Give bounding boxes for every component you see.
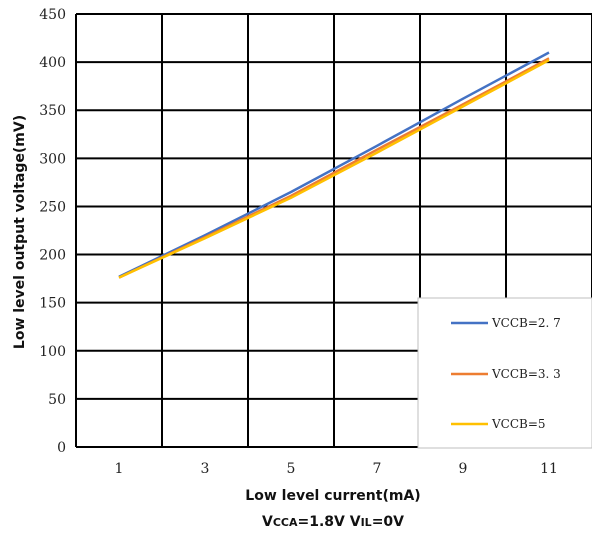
x-tick-label-5: 11: [540, 461, 558, 477]
legend-label-vccb-5: VCCB=5: [491, 417, 546, 431]
y-tick-label-6: 300: [39, 151, 66, 167]
y-tick-label-9: 450: [39, 7, 66, 23]
y-tick-label-7: 350: [39, 103, 66, 119]
chart-caption: VCCA=1.8V VIL=0V: [262, 514, 404, 530]
x-tick-label-3: 7: [373, 461, 382, 477]
caption-v1: V: [262, 514, 273, 530]
caption-sub2: IL: [361, 516, 372, 529]
x-tick-label-1: 3: [201, 461, 210, 477]
series-line-2: [118, 59, 550, 279]
y-tick-label-0: 0: [57, 440, 66, 456]
caption-sub1: CCA: [273, 516, 298, 529]
x-tick-label-4: 9: [459, 461, 468, 477]
x-tick-label-2: 5: [287, 461, 296, 477]
y-tick-label-1: 50: [48, 392, 66, 408]
x-tick-label-0: 1: [115, 461, 124, 477]
x-axis-title: Low level current(mA): [245, 488, 420, 504]
series-lines: [118, 51, 550, 279]
legend-label-vccb-2-7: VCCB=2. 7: [491, 316, 561, 330]
y-axis-ticks: 0 50 100 150 200 250 300 350 400 450: [39, 7, 66, 456]
y-tick-label-2: 100: [39, 344, 66, 360]
y-tick-label-3: 150: [39, 296, 66, 312]
y-tick-label-4: 200: [39, 248, 66, 264]
x-axis-ticks: 1 3 5 7 9 11: [115, 461, 558, 477]
y-axis-title: Low level output voltage(mV): [12, 115, 28, 349]
legend-label-vccb-3-3: VCCB=3. 3: [491, 367, 561, 381]
legend-box: [417, 297, 592, 449]
legend: VCCB=2. 7 VCCB=3. 3 VCCB=5: [417, 297, 592, 449]
series-line-0: [118, 51, 550, 278]
y-tick-label-8: 400: [39, 55, 66, 71]
y-tick-label-5: 250: [39, 199, 66, 215]
grid: [75, 13, 592, 448]
caption-eq1: =1.8V V: [298, 514, 361, 530]
caption-eq2: =0V: [372, 514, 404, 530]
